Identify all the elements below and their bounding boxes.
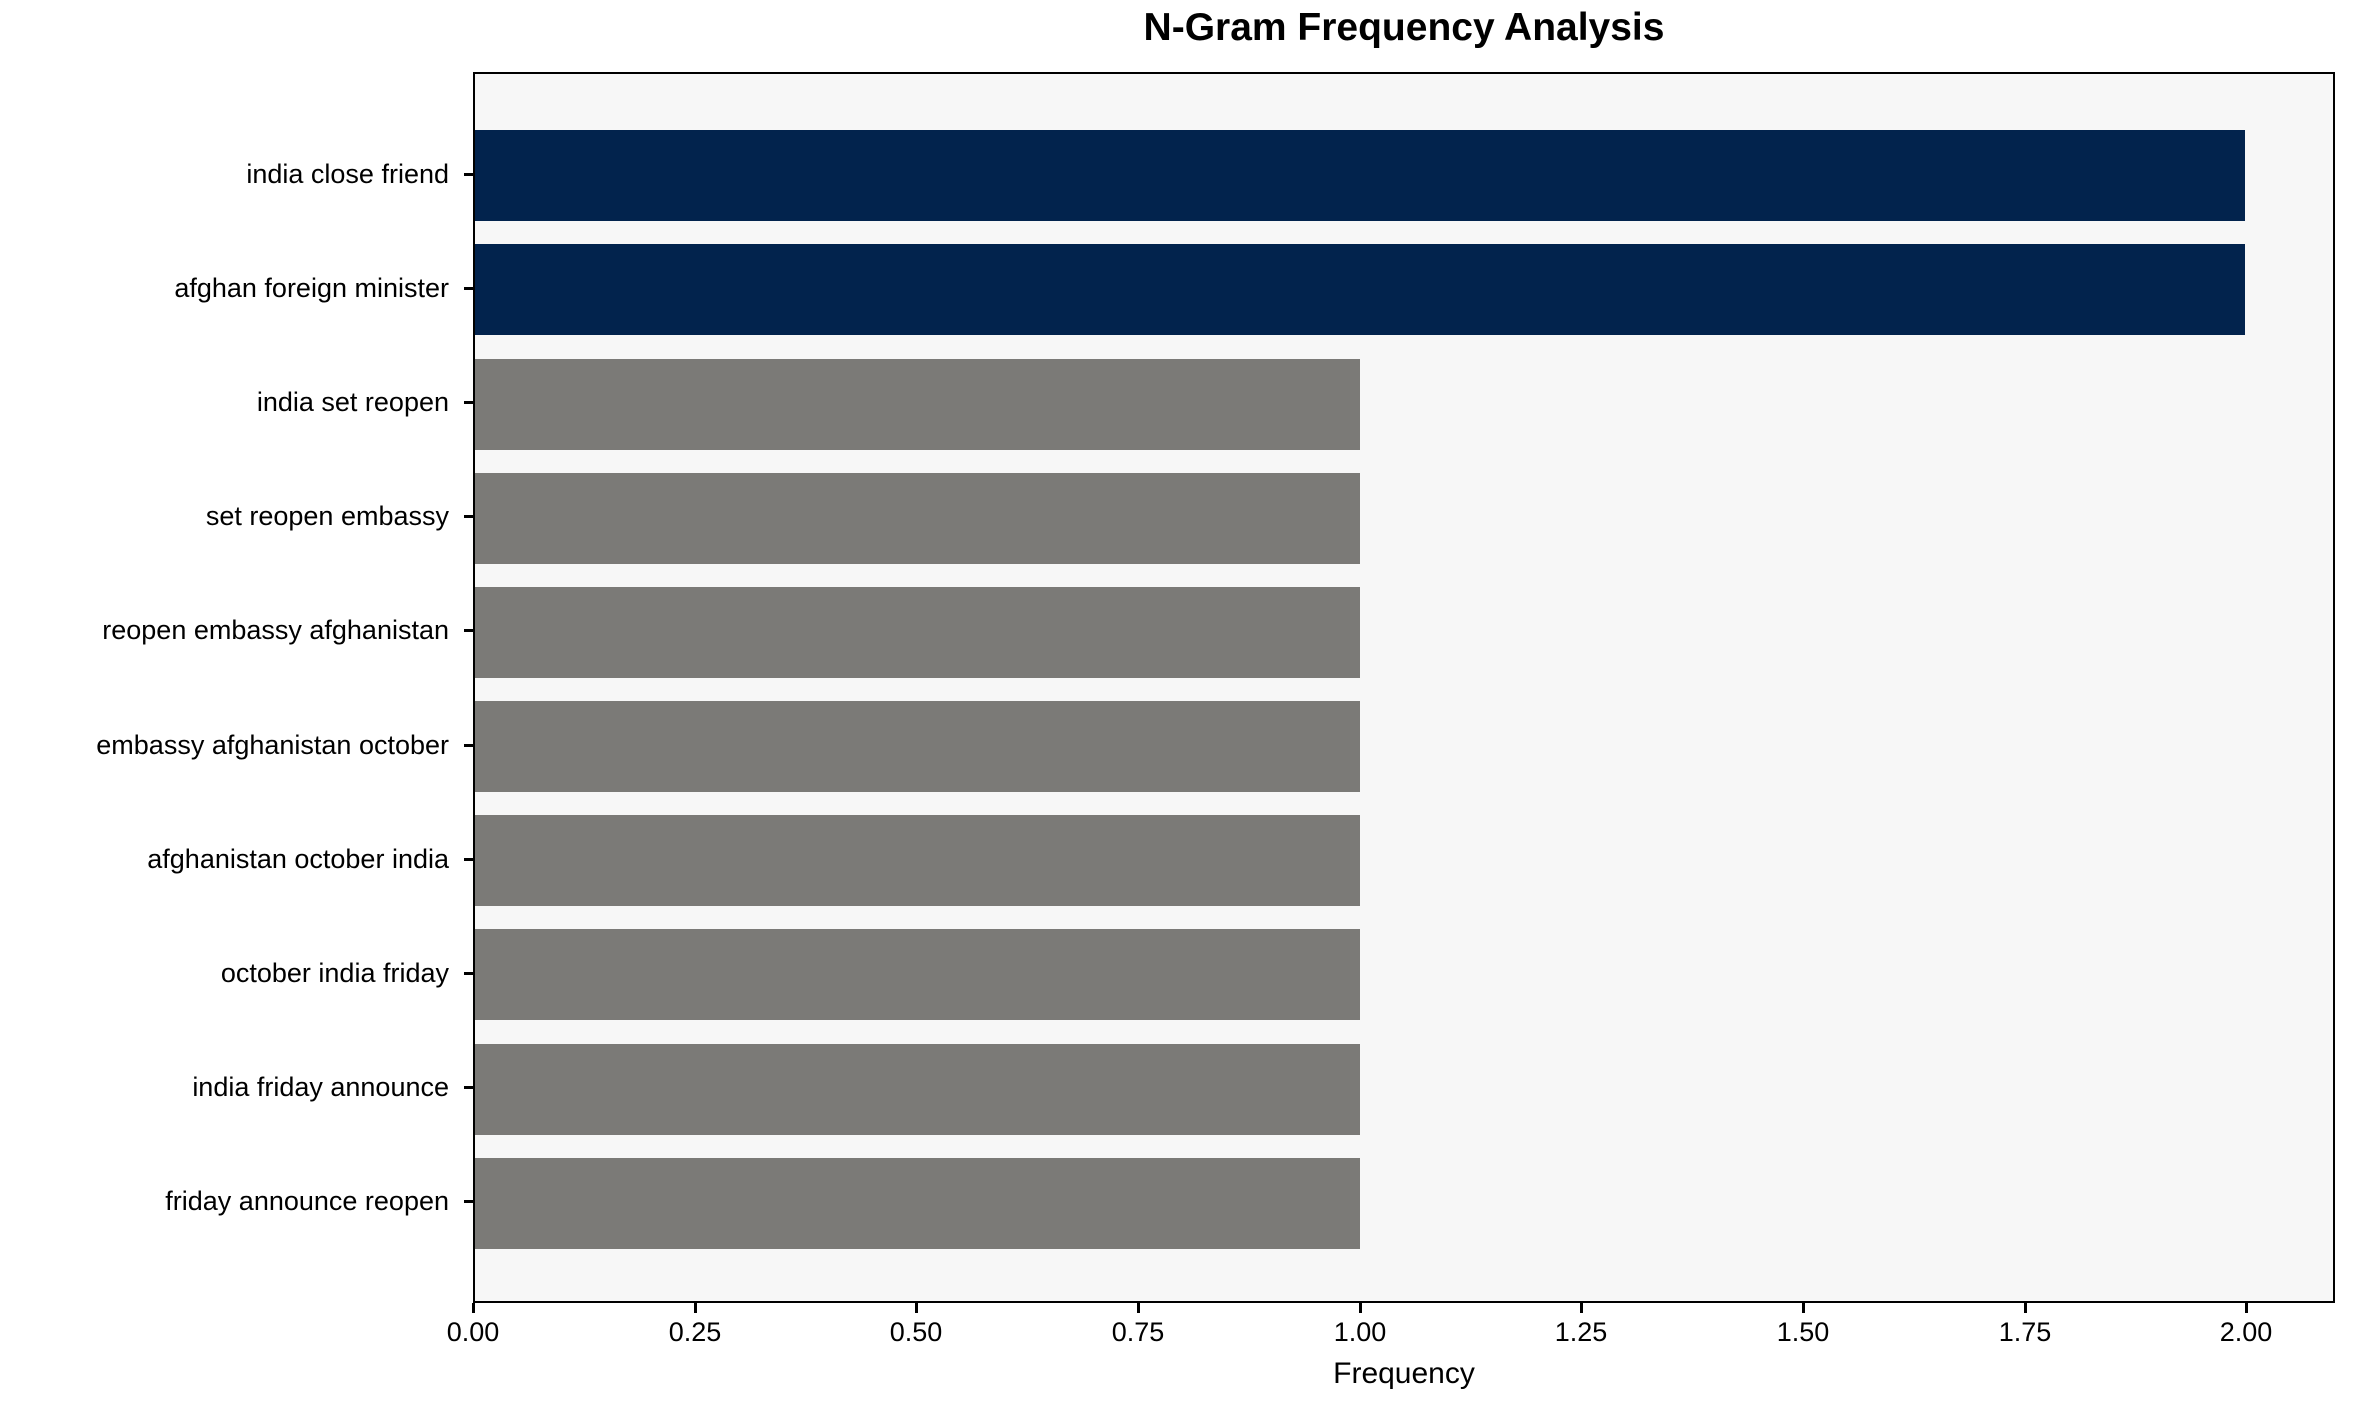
x-tick-label: 0.00 (446, 1317, 500, 1347)
y-tick-label: afghanistan october india (147, 844, 449, 874)
bar-october-india-friday (475, 929, 1360, 1020)
x-axis-label: Frequency (1333, 1357, 1475, 1390)
y-tick-mark (464, 287, 473, 290)
y-tick-mark (464, 972, 473, 975)
bar-friday-announce-reopen (475, 1158, 1360, 1249)
bar-afghanistan-october-india (475, 815, 1360, 906)
x-tick-label: 1.00 (1333, 1317, 1387, 1347)
y-tick-label: reopen embassy afghanistan (102, 615, 449, 645)
y-tick-label: embassy afghanistan october (96, 730, 449, 760)
x-tick-mark (2245, 1303, 2248, 1313)
bar-india-friday-announce (475, 1044, 1360, 1135)
y-tick-mark (464, 401, 473, 404)
x-tick-label: 1.25 (1554, 1317, 1608, 1347)
y-tick-mark (464, 1086, 473, 1089)
x-tick-mark (472, 1303, 475, 1313)
x-tick-label: 1.50 (1776, 1317, 1830, 1347)
x-tick-label: 0.50 (889, 1317, 943, 1347)
bar-embassy-afghanistan-october (475, 701, 1360, 792)
y-tick-mark (464, 515, 473, 518)
x-tick-mark (1802, 1303, 1805, 1313)
bar-afghan-foreign-minister (475, 244, 2245, 335)
y-tick-label: set reopen embassy (205, 501, 449, 531)
bar-set-reopen-embassy (475, 473, 1360, 564)
y-tick-label: india friday announce (192, 1072, 449, 1102)
y-tick-label: afghan foreign minister (174, 273, 449, 303)
chart-title: N-Gram Frequency Analysis (1143, 6, 1665, 49)
x-tick-mark (2024, 1303, 2027, 1313)
y-tick-mark (464, 1200, 473, 1203)
x-tick-label: 2.00 (2219, 1317, 2273, 1347)
y-tick-mark (464, 629, 473, 632)
y-tick-mark (464, 744, 473, 747)
x-tick-label: 1.75 (1998, 1317, 2052, 1347)
x-tick-mark (1580, 1303, 1583, 1313)
x-tick-mark (694, 1303, 697, 1313)
x-tick-mark (915, 1303, 918, 1313)
y-tick-label: india close friend (246, 159, 449, 189)
y-tick-label: october india friday (220, 958, 449, 988)
y-tick-label: friday announce reopen (165, 1186, 449, 1216)
bar-india-set-reopen (475, 359, 1360, 450)
y-tick-label: india set reopen (256, 387, 449, 417)
y-tick-mark (464, 858, 473, 861)
y-tick-mark (464, 173, 473, 176)
bar-reopen-embassy-afghanistan (475, 587, 1360, 678)
plot-area (473, 72, 2335, 1303)
x-tick-label: 0.75 (1111, 1317, 1165, 1347)
x-tick-mark (1359, 1303, 1362, 1313)
x-tick-label: 0.25 (668, 1317, 722, 1347)
bar-india-close-friend (475, 130, 2245, 221)
x-tick-mark (1137, 1303, 1140, 1313)
